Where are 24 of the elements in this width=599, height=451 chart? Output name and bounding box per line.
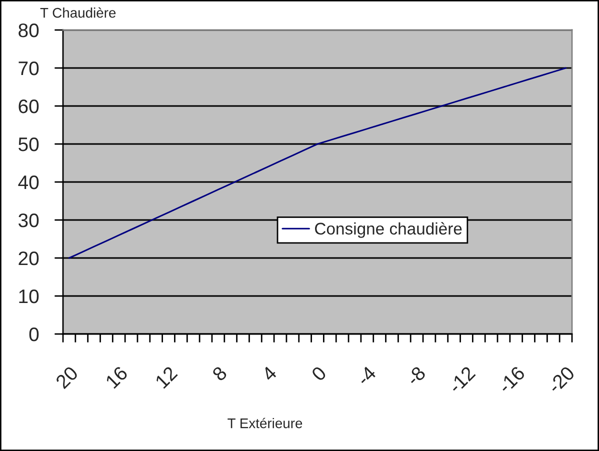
x-tick-label: 0 <box>310 365 328 382</box>
x-tick-label: -12 <box>448 366 476 394</box>
x-tick-label: 4 <box>261 365 278 382</box>
x-tick-label: 12 <box>154 366 178 389</box>
x-tick-label: 8 <box>211 366 228 382</box>
y-tick-label: 40 <box>18 175 39 190</box>
x-tick-label: -20 <box>546 365 576 394</box>
x-tick-label: -16 <box>497 366 526 394</box>
y-tick-label: 30 <box>18 213 39 228</box>
x-tick-label: -8 <box>406 366 426 386</box>
y-tick-label: 20 <box>18 251 39 266</box>
y-tick-label: 60 <box>18 99 39 114</box>
y-tick-label: 80 <box>18 23 39 38</box>
x-tick-label: -4 <box>356 365 377 386</box>
line-series <box>68 67 567 259</box>
y-tick-label: 50 <box>18 137 39 152</box>
y-tick-label: 70 <box>18 61 39 76</box>
y-tick-label: 10 <box>19 289 39 304</box>
x-tick-label: 20 <box>54 365 79 390</box>
y-tick-label: 0 <box>29 327 39 342</box>
y-axis-title: T Chaudière <box>40 7 116 18</box>
legend-label: Consigne chaudière <box>315 222 462 238</box>
x-axis-title: T Extérieure <box>228 418 302 428</box>
x-tick-label: 16 <box>104 366 128 389</box>
